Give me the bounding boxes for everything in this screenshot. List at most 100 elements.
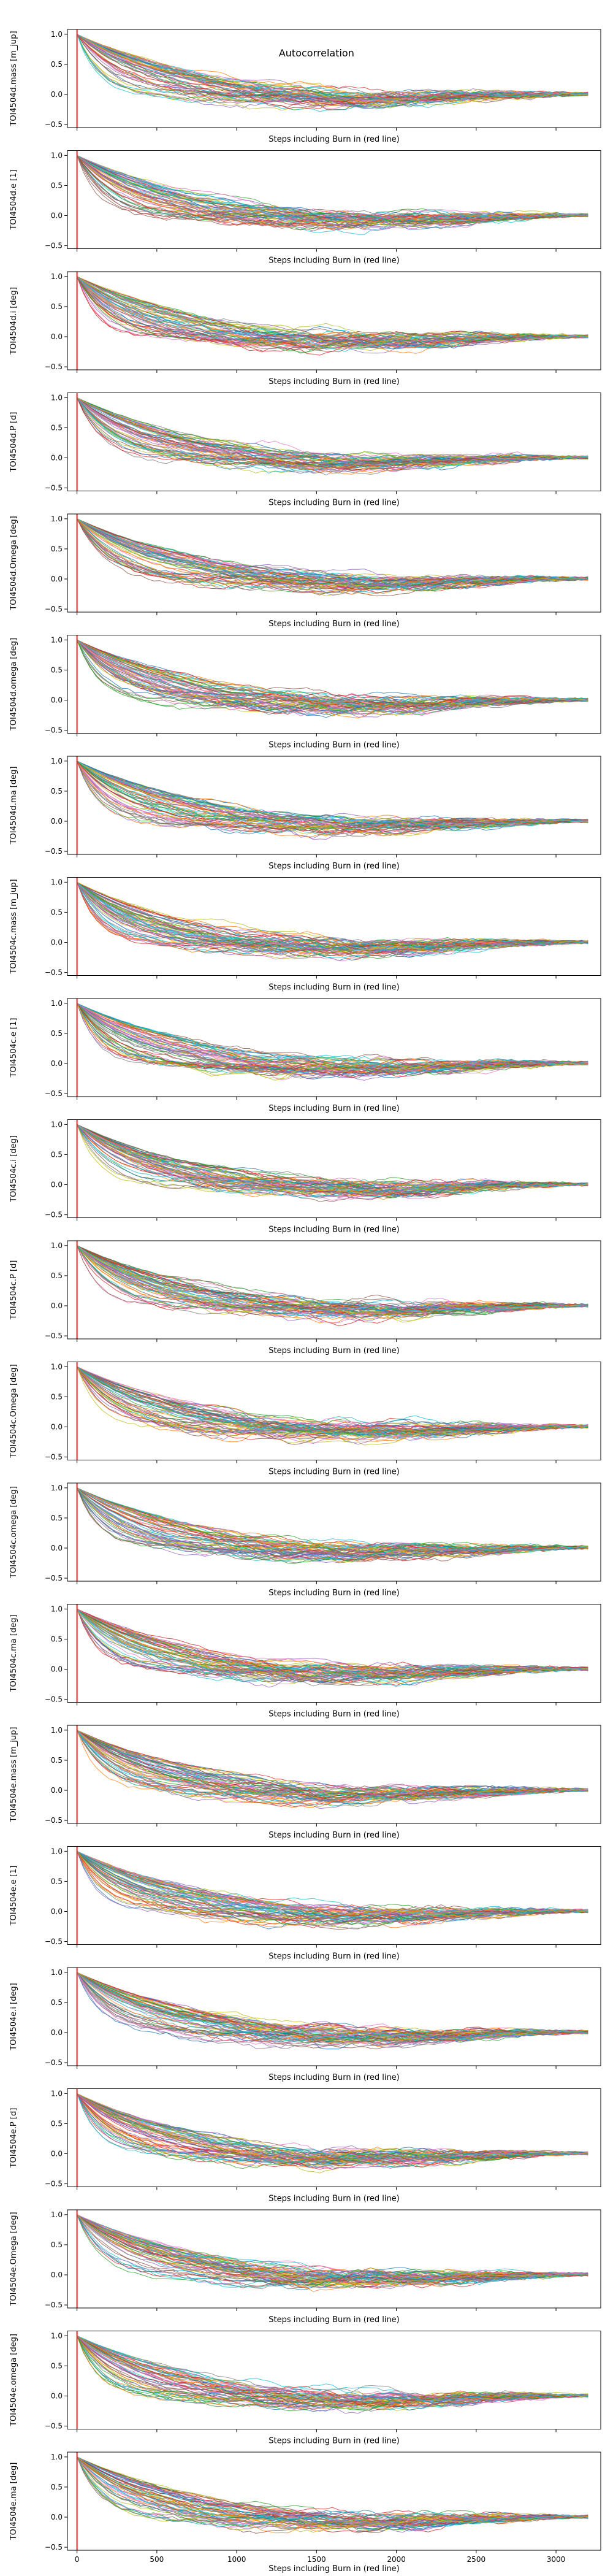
- series-line: [77, 518, 588, 584]
- y-tick-label: 1.0: [51, 515, 63, 523]
- series-line: [77, 2335, 588, 2404]
- series-line: [77, 1487, 588, 1557]
- series-line: [77, 1487, 588, 1558]
- series-line: [77, 397, 588, 468]
- y-axis-label: TOI4504d.ma [deg]: [9, 767, 18, 845]
- series-line: [77, 1003, 588, 1073]
- series-group: [77, 1850, 588, 1930]
- series-line: [77, 1245, 588, 1311]
- series-line: [77, 276, 588, 345]
- series-line: [77, 1367, 588, 1444]
- x-axis-label: Steps including Burn in (red line): [268, 2564, 400, 2574]
- series-line: [77, 1850, 588, 1924]
- series-line: [77, 2093, 588, 2160]
- y-tick-label: −0.5: [45, 1211, 63, 1219]
- axes-frame: [67, 1119, 601, 1218]
- y-tick-label: 1.0: [51, 393, 63, 402]
- series-line: [77, 155, 588, 228]
- series-line: [77, 1730, 588, 1807]
- series-line: [77, 1124, 588, 1198]
- series-line: [77, 761, 588, 828]
- y-tick-label: −0.5: [45, 1089, 63, 1098]
- y-tick-label: 0.0: [51, 1301, 63, 1310]
- series-line: [77, 1366, 588, 1441]
- series-line: [77, 1003, 588, 1073]
- y-tick-label: 1.0: [51, 2210, 63, 2219]
- x-axis-label: Steps including Burn in (red line): [268, 1468, 400, 1477]
- y-tick-label: −0.5: [45, 2058, 63, 2067]
- series-line: [77, 1003, 588, 1076]
- y-tick-label: −0.5: [45, 847, 63, 856]
- x-axis-label: Steps including Burn in (red line): [268, 1104, 400, 1113]
- y-tick-label: 0.0: [51, 817, 63, 826]
- series-line: [77, 2335, 588, 2409]
- series-line: [77, 2093, 588, 2166]
- series-group: [77, 34, 588, 112]
- panel: −0.5 0.0 0.5 1.0 Steps including Burn in (re…: [9, 2209, 601, 2325]
- series-line: [77, 1609, 588, 1681]
- series-line: [77, 1124, 588, 1189]
- series-line: [77, 1609, 588, 1687]
- chart-title: Autocorrelation: [279, 47, 354, 59]
- panel: −0.5 0.0 0.5 1.0 Steps including Burn in (re…: [9, 1604, 601, 1719]
- x-axis-label: Steps including Burn in (red line): [268, 1952, 400, 1961]
- y-tick-label: 0.5: [51, 1029, 63, 1038]
- x-axis-label: Steps including Burn in (red line): [268, 619, 400, 629]
- panel: −0.5 0.0 0.5 1.0 Steps including Burn in (re…: [9, 29, 601, 144]
- y-tick-label: −0.5: [45, 362, 63, 371]
- panel: −0.5 0.0 0.5 1.0 Steps including Burn in (re…: [9, 1119, 601, 1235]
- series-line: [77, 761, 588, 835]
- y-tick-label: −0.5: [45, 484, 63, 493]
- series-line: [77, 1851, 588, 1928]
- x-axis-label: Steps including Burn in (red line): [268, 499, 400, 508]
- series-line: [77, 1245, 588, 1319]
- y-tick-label: 1.0: [51, 30, 63, 39]
- series-line: [77, 761, 588, 836]
- y-axis-label: TOI4504c.P [d]: [9, 1260, 18, 1321]
- y-axis-label: TOI4504c.ma [deg]: [9, 1615, 18, 1693]
- series-line: [77, 761, 588, 829]
- series-line: [77, 1850, 588, 1915]
- series-line: [77, 1730, 588, 1800]
- series-line: [77, 518, 588, 588]
- series-line: [77, 1850, 588, 1917]
- series-line: [77, 1972, 588, 2044]
- series-line: [77, 155, 588, 230]
- y-axis-label: TOI4504d.Omega [deg]: [9, 516, 18, 610]
- panel: −0.5 0.0 0.5 1.0 Steps including Burn in (re…: [9, 513, 601, 629]
- panel: −0.5 0.0 0.5 1.0 Steps including Burn in (re…: [9, 998, 601, 1113]
- series-line: [77, 1609, 588, 1679]
- axes-frame: [67, 513, 601, 613]
- series-line: [77, 2214, 588, 2288]
- x-axis-label: Steps including Burn in (red line): [268, 256, 400, 266]
- x-axis-label: Steps including Burn in (red line): [268, 741, 400, 750]
- series-line: [77, 2093, 588, 2161]
- series-line: [77, 155, 588, 223]
- y-tick-label: 0.5: [51, 665, 63, 674]
- y-axis-label: TOI4504e.e [1]: [9, 1866, 18, 1926]
- y-tick-label: 1.0: [51, 2089, 63, 2098]
- x-axis-label: Steps including Burn in (red line): [268, 1346, 400, 1355]
- axes-frame: [67, 1362, 601, 1460]
- y-tick-label: 0.0: [51, 938, 63, 947]
- x-tick-label: 0: [75, 2555, 80, 2564]
- series-group: [77, 1124, 588, 1202]
- y-tick-label: 0.0: [51, 1423, 63, 1432]
- series-line: [77, 639, 588, 715]
- series-line: [77, 1609, 588, 1683]
- series-line: [77, 1487, 588, 1552]
- series-line: [77, 2093, 588, 2166]
- series-line: [77, 640, 588, 711]
- series-line: [77, 2335, 588, 2402]
- series-line: [77, 518, 588, 592]
- axes-frame: [67, 29, 601, 128]
- y-tick-label: 0.5: [51, 1271, 63, 1280]
- y-axis-label: TOI4504c.i [deg]: [9, 1135, 18, 1203]
- series-line: [77, 34, 588, 112]
- series-line: [77, 1124, 588, 1202]
- y-tick-label: 1.0: [51, 1362, 63, 1371]
- y-tick-label: 0.0: [51, 1544, 63, 1552]
- series-line: [77, 2456, 588, 2532]
- x-axis-label: Steps including Burn in (red line): [268, 983, 400, 992]
- series-group: [77, 1730, 588, 1809]
